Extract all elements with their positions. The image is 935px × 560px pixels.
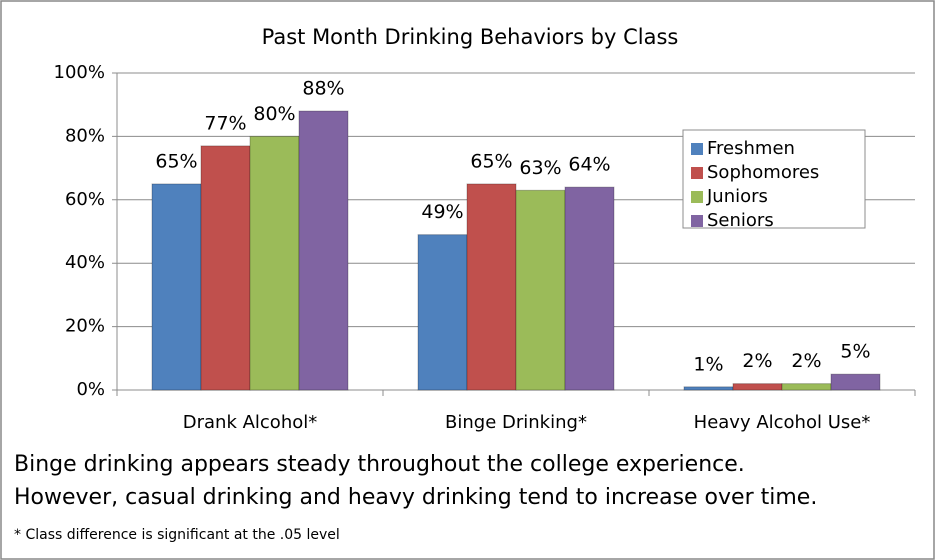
value-label: 2%: [742, 350, 772, 372]
value-label: 63%: [519, 157, 561, 179]
y-tick-label: 80%: [65, 125, 105, 146]
legend-swatch: [691, 167, 703, 179]
legend-box: [682, 129, 866, 229]
bar: [564, 186, 615, 391]
bar: [515, 189, 566, 391]
legend-label: Sophomores: [707, 162, 819, 183]
bar: [781, 383, 832, 391]
bar: [417, 234, 468, 391]
x-tick-label: Heavy Alcohol Use*: [694, 412, 871, 433]
value-label: 1%: [693, 353, 723, 375]
bar: [200, 145, 251, 391]
value-label: 5%: [840, 341, 870, 363]
value-label: 64%: [568, 154, 610, 176]
value-label: 49%: [421, 201, 463, 223]
bar: [683, 386, 734, 391]
y-tick-label: 60%: [65, 189, 105, 210]
y-tick-label: 20%: [65, 316, 105, 337]
legend-swatch: [691, 215, 703, 227]
chart-title: Past Month Drinking Behaviors by Class: [262, 25, 679, 49]
value-label: 77%: [204, 112, 246, 134]
legend-label: Freshmen: [707, 138, 795, 159]
legend-label: Juniors: [706, 186, 768, 207]
y-tick-label: 100%: [54, 62, 105, 83]
value-label: 65%: [155, 150, 197, 172]
bar: [249, 135, 300, 391]
legend-swatch: [691, 143, 703, 155]
x-tick-label: Binge Drinking*: [445, 412, 587, 433]
x-tick-label: Drank Alcohol*: [183, 412, 318, 433]
bar: [466, 183, 517, 391]
value-label: 88%: [302, 78, 344, 100]
bar: [732, 383, 783, 391]
caption: However, casual drinking and heavy drink…: [14, 485, 817, 510]
bar: [830, 373, 881, 391]
value-label: 80%: [253, 103, 295, 125]
legend-swatch: [691, 191, 703, 203]
legend-label: Seniors: [707, 210, 774, 231]
y-tick-label: 0%: [76, 379, 105, 400]
bar: [151, 183, 202, 391]
y-tick-label: 40%: [65, 252, 105, 273]
footnote: * Class difference is significant at the…: [14, 527, 340, 543]
value-label: 65%: [470, 150, 512, 172]
value-label: 2%: [791, 350, 821, 372]
caption: Binge drinking appears steady throughout…: [14, 452, 745, 477]
bar: [298, 110, 349, 391]
